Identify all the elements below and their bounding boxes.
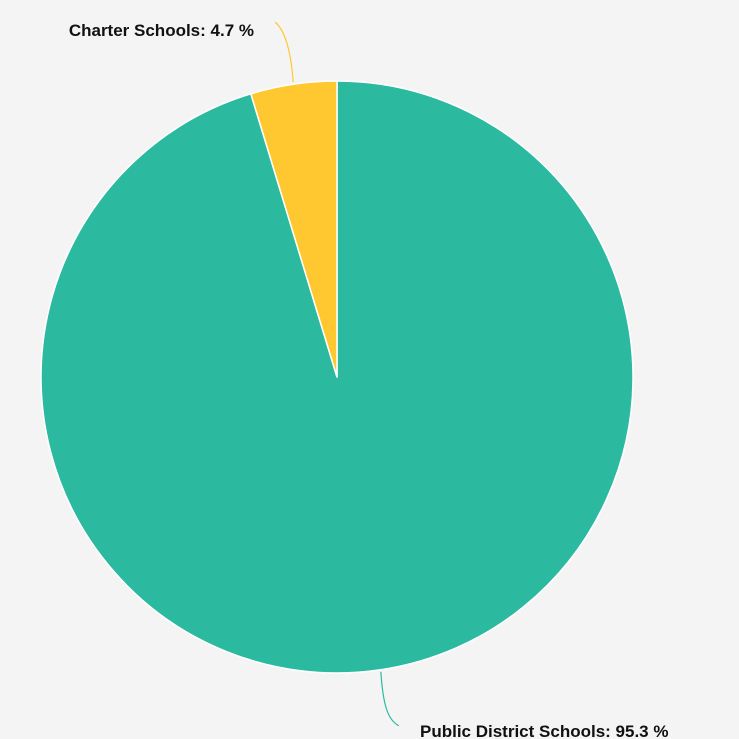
labels-layer: Public District Schools: 95.3 % Charter S…: [69, 21, 669, 739]
label-connector-public-district-schools: [380, 671, 400, 727]
data-label-charter-schools: Charter Schools: 4.7 %: [69, 21, 254, 40]
data-label-public-district-schools: Public District Schools: 95.3 %: [420, 722, 668, 739]
pie-slice-charter-schools: [250, 80, 338, 378]
connectors-layer: [274, 21, 400, 727]
slices-layer: [40, 80, 634, 674]
label-connector-charter-schools: [274, 21, 294, 83]
